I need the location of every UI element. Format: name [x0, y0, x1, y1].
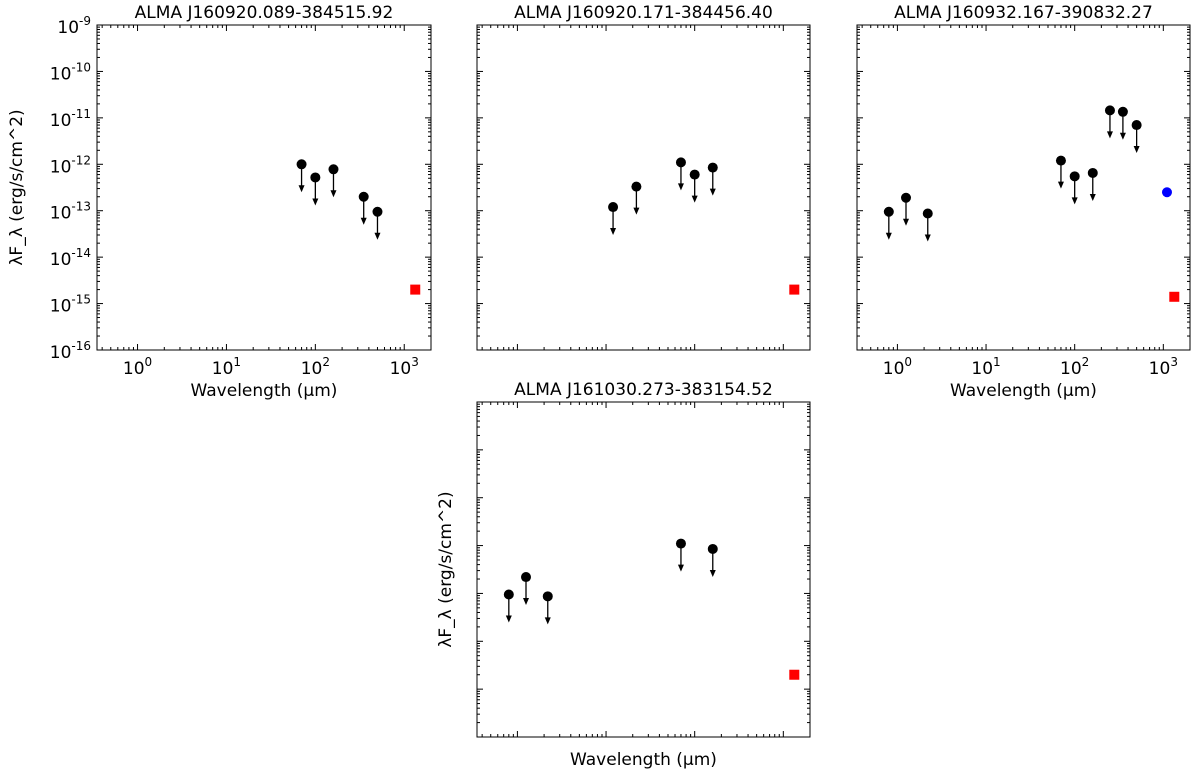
upper-limit-arrowhead: [1071, 197, 1078, 205]
alma-detection-point: [410, 284, 421, 295]
upper-limit-arrowhead: [360, 217, 367, 225]
upper-limit-arrowhead: [885, 232, 892, 240]
upper-limit-arrowhead: [312, 198, 319, 206]
upper-limit-arrowhead: [374, 232, 381, 240]
x-tick-label: 102: [1060, 355, 1089, 379]
plot-frame: [856, 24, 1191, 351]
upper-limit-point: [922, 208, 933, 219]
upper-limit-arrowhead: [677, 564, 684, 572]
upper-limit-point: [328, 164, 339, 175]
upper-limit-point: [358, 191, 369, 202]
plot-frame: [96, 24, 432, 351]
upper-limit-point: [631, 181, 642, 192]
y-axis-label: λF_λ (erg/s/cm^2): [436, 491, 456, 647]
panel-title: ALMA J160920.171-384456.40: [514, 3, 773, 23]
upper-limit-point: [901, 192, 912, 203]
y-tick-label: 10-13: [50, 200, 91, 224]
y-tick-label: 10-15: [50, 293, 91, 317]
upper-limit-point: [1069, 171, 1080, 182]
x-tick-label: 103: [390, 355, 419, 379]
upper-limit-arrowhead: [330, 190, 337, 198]
panel-title: ALMA J160920.089-384515.92: [135, 3, 394, 23]
upper-limit-point: [707, 162, 718, 173]
x-tick-label: 103: [1149, 355, 1178, 379]
y-tick-label: 10-9: [57, 14, 91, 38]
x-tick-label: 101: [971, 355, 1000, 379]
upper-limit-arrowhead: [505, 615, 512, 623]
upper-limit-arrowhead: [1057, 181, 1064, 189]
chart-panel-2: ALMA J160920.171-384456.40: [476, 3, 811, 351]
upper-limit-point: [542, 591, 553, 602]
x-tick-label: 101: [212, 355, 241, 379]
y-tick-label: 10-11: [50, 107, 91, 131]
upper-limit-point: [608, 202, 619, 213]
chart-panel-1: ALMA J160920.089-384515.92 100 101 102 103 10…: [7, 3, 432, 401]
alma-detection-point: [1169, 291, 1180, 302]
upper-limit-point: [1087, 167, 1098, 178]
upper-limit-point: [883, 206, 894, 217]
plot-frame: [476, 401, 811, 738]
upper-limit-arrowhead: [709, 188, 716, 196]
upper-limit-point: [707, 543, 718, 554]
upper-limit-arrowhead: [610, 228, 617, 236]
upper-limit-point: [296, 159, 307, 170]
panel-title: ALMA J161030.273-383154.52: [514, 380, 773, 400]
y-tick-label: 10-12: [50, 153, 91, 177]
upper-limit-arrowhead: [1119, 132, 1126, 140]
upper-limit-arrowhead: [1106, 131, 1113, 139]
plot-frame: [476, 24, 811, 351]
upper-limit-point: [1131, 120, 1142, 131]
upper-limit-point: [675, 538, 686, 549]
upper-limit-point: [1055, 155, 1066, 166]
upper-limit-point: [675, 157, 686, 168]
upper-limit-arrowhead: [523, 598, 530, 606]
y-tick-label: 10-16: [50, 339, 91, 363]
upper-limit-arrowhead: [677, 183, 684, 191]
chart-panel-4: ALMA J161030.273-383154.52 Wavelength (μm…: [436, 380, 811, 770]
detection-point: [1161, 187, 1172, 198]
upper-limit-arrowhead: [709, 569, 716, 577]
upper-limit-point: [689, 169, 700, 180]
upper-limit-arrowhead: [298, 185, 305, 193]
panel-title: ALMA J160932.167-390832.27: [894, 3, 1153, 23]
alma-detection-point: [789, 669, 800, 680]
upper-limit-arrowhead: [544, 617, 551, 625]
upper-limit-point: [310, 172, 321, 183]
upper-limit-point: [1104, 105, 1115, 116]
x-axis-label: Wavelength (μm): [950, 381, 1097, 401]
upper-limit-point: [521, 572, 532, 583]
upper-limit-arrowhead: [924, 234, 931, 242]
upper-limit-point: [503, 589, 514, 600]
x-tick-label: 100: [123, 355, 152, 379]
upper-limit-point: [372, 206, 383, 217]
upper-limit-point: [1117, 106, 1128, 117]
x-axis-label: Wavelength (μm): [570, 750, 717, 770]
chart-panel-3: ALMA J160932.167-390832.27 100 101 102 103 Wa…: [856, 3, 1191, 401]
x-axis-label: Wavelength (μm): [191, 381, 338, 401]
alma-detection-point: [789, 284, 800, 295]
x-tick-label: 100: [883, 355, 912, 379]
y-tick-label: 10-14: [50, 246, 91, 270]
upper-limit-arrowhead: [633, 207, 640, 215]
upper-limit-arrowhead: [903, 218, 910, 226]
upper-limit-arrowhead: [691, 195, 698, 203]
y-axis-label: λF_λ (erg/s/cm^2): [7, 109, 27, 265]
upper-limit-arrowhead: [1133, 146, 1140, 154]
y-tick-label: 10-10: [50, 60, 91, 84]
upper-limit-arrowhead: [1089, 193, 1096, 201]
x-tick-label: 102: [301, 355, 330, 379]
